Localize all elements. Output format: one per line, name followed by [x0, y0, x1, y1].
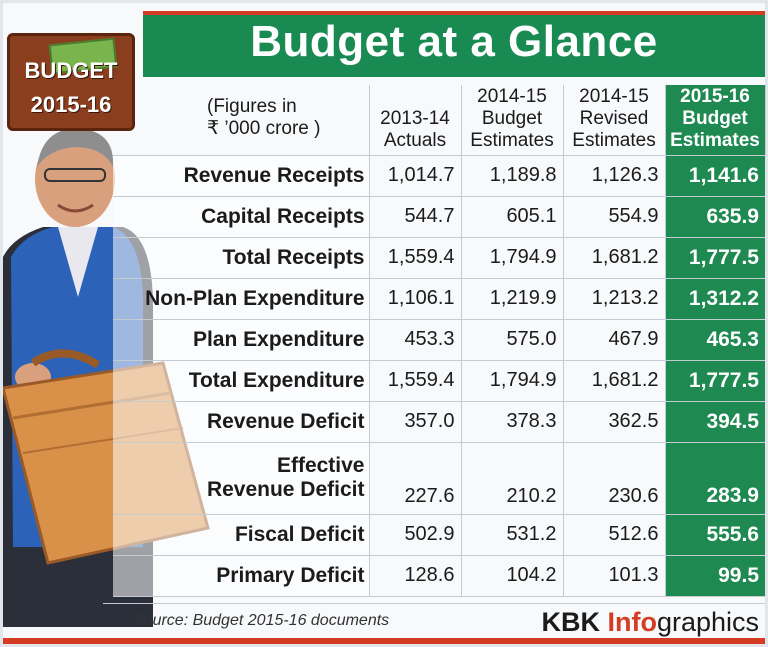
table-row: Effective Revenue Deficit 227.6 210.2 23… [113, 442, 765, 515]
cell-value: 227.6 [369, 442, 462, 515]
cell-value: 512.6 [563, 514, 666, 556]
cell-value: 1,213.2 [563, 278, 666, 320]
row-label: Non-Plan Expenditure [113, 278, 370, 320]
table-header-row: (Figures in ₹ ’000 crore ) 2013-14 Actua… [113, 85, 766, 156]
badge-line-2: 2015-16 [30, 92, 112, 117]
cell-value: 575.0 [461, 319, 564, 361]
row-label: Fiscal Deficit [113, 514, 370, 556]
cell-value-highlight: 1,777.5 [665, 360, 765, 402]
cell-value: 1,681.2 [563, 360, 666, 402]
cell-value-highlight: 1,312.2 [665, 278, 765, 320]
bottom-accent-strip [3, 638, 765, 644]
source-note: Source: Budget 2015-16 documents [133, 612, 390, 629]
cell-value-highlight: 283.9 [665, 442, 765, 515]
row-label: Effective Revenue Deficit [113, 442, 370, 515]
brand-logo: KBK Infographics [541, 607, 759, 637]
cell-value: 531.2 [461, 514, 564, 556]
column-header: 2014-15 Revised Estimates [563, 85, 666, 156]
table-row: Revenue Receipts 1,014.7 1,189.8 1,126.3… [113, 155, 765, 197]
cell-value: 544.7 [369, 196, 462, 238]
footer: Source: Budget 2015-16 documents KBK Inf… [103, 603, 765, 639]
cell-value: 1,559.4 [369, 237, 462, 279]
row-label: Total Expenditure [113, 360, 370, 402]
cell-value: 230.6 [563, 442, 666, 515]
cell-value: 101.3 [563, 555, 666, 597]
cell-value: 210.2 [461, 442, 564, 515]
page-title: Budget at a Glance [250, 17, 658, 66]
row-label: Capital Receipts [113, 196, 370, 238]
row-label: Revenue Receipts [113, 155, 370, 197]
budget-badge: BUDGET 2015-16 [7, 33, 135, 131]
cell-value: 1,794.9 [461, 360, 564, 402]
cell-value: 1,106.1 [369, 278, 462, 320]
column-header: 2014-15 Budget Estimates [461, 85, 564, 156]
cell-value-highlight: 635.9 [665, 196, 765, 238]
table-row: Non-Plan Expenditure 1,106.1 1,219.9 1,2… [113, 278, 765, 320]
table-row: Fiscal Deficit 502.9 531.2 512.6 555.6 [113, 514, 765, 556]
cell-value: 357.0 [369, 401, 462, 443]
cell-value: 502.9 [369, 514, 462, 556]
cell-value: 1,794.9 [461, 237, 564, 279]
cell-value-highlight: 1,141.6 [665, 155, 765, 197]
table-row: Total Expenditure 1,559.4 1,794.9 1,681.… [113, 360, 765, 402]
cell-value: 1,219.9 [461, 278, 564, 320]
badge-line-1: BUDGET [24, 58, 118, 83]
cell-value: 1,559.4 [369, 360, 462, 402]
cell-value: 128.6 [369, 555, 462, 597]
cell-value: 1,681.2 [563, 237, 666, 279]
cell-value: 362.5 [563, 401, 666, 443]
table-row: Capital Receipts 544.7 605.1 554.9 635.9 [113, 196, 765, 238]
column-header-highlight: 2015-16 Budget Estimates [665, 85, 766, 156]
column-header: 2013-14 Actuals [369, 85, 462, 156]
cell-value: 104.2 [461, 555, 564, 597]
cell-value-highlight: 99.5 [665, 555, 765, 597]
cell-value: 467.9 [563, 319, 666, 361]
row-label: Plan Expenditure [113, 319, 370, 361]
row-label: Revenue Deficit [113, 401, 370, 443]
cell-value: 453.3 [369, 319, 462, 361]
cell-value-highlight: 465.3 [665, 319, 765, 361]
title-banner: Budget at a Glance [143, 11, 765, 77]
row-label: Total Receipts [113, 237, 370, 279]
cell-value: 1,014.7 [369, 155, 462, 197]
table-row: Primary Deficit 128.6 104.2 101.3 99.5 [113, 555, 765, 597]
cell-value-highlight: 1,777.5 [665, 237, 765, 279]
cell-value-highlight: 394.5 [665, 401, 765, 443]
cell-value: 605.1 [461, 196, 564, 238]
table-row: Total Receipts 1,559.4 1,794.9 1,681.2 1… [113, 237, 765, 279]
table-row: Plan Expenditure 453.3 575.0 467.9 465.3 [113, 319, 765, 361]
budget-table: (Figures in ₹ ’000 crore ) 2013-14 Actua… [113, 85, 766, 597]
cell-value-highlight: 555.6 [665, 514, 765, 556]
cell-value: 1,189.8 [461, 155, 564, 197]
cell-value: 378.3 [461, 401, 564, 443]
table-row: Revenue Deficit 357.0 378.3 362.5 394.5 [113, 401, 765, 443]
units-note: (Figures in ₹ ’000 crore ) [113, 85, 370, 156]
cell-value: 554.9 [563, 196, 666, 238]
cell-value: 1,126.3 [563, 155, 666, 197]
row-label: Primary Deficit [113, 555, 370, 597]
